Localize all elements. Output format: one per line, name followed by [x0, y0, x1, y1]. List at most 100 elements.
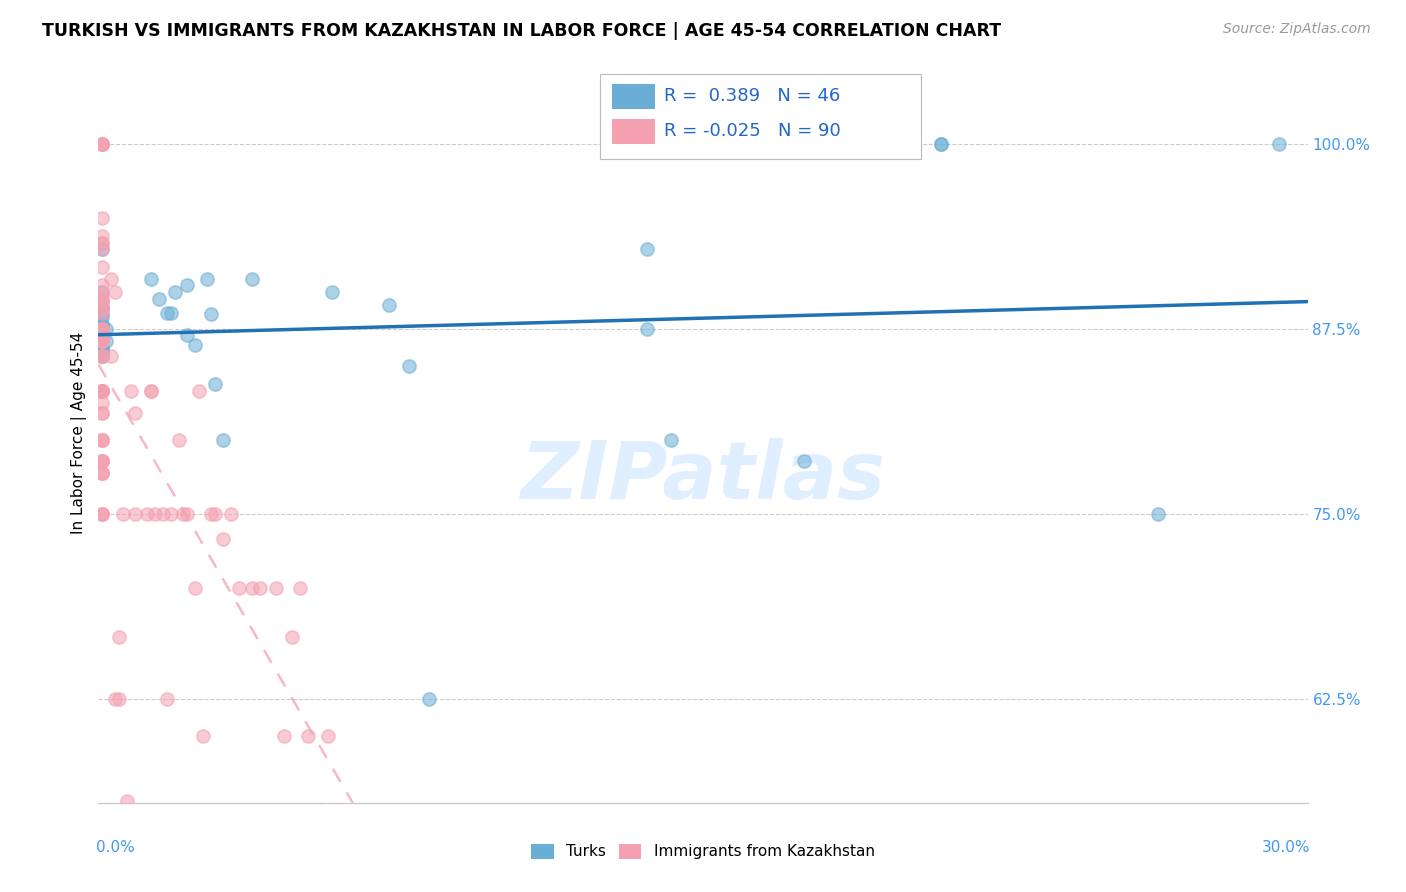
Text: ZIPatlas: ZIPatlas: [520, 438, 886, 516]
Point: [929, 136, 952, 151]
Point: [91, 306, 114, 320]
Point: [240, 581, 263, 595]
Point: [91, 327, 114, 342]
Point: [636, 322, 658, 336]
Point: [91, 454, 114, 468]
Point: [143, 507, 166, 521]
Point: [91, 322, 114, 336]
Point: [91, 454, 114, 468]
Point: [91, 433, 114, 447]
Point: [139, 384, 162, 399]
Point: [91, 334, 114, 348]
Point: [204, 507, 226, 521]
Point: [195, 271, 218, 285]
Point: [418, 692, 440, 706]
Point: [91, 307, 114, 321]
Point: [91, 396, 114, 410]
Point: [91, 318, 114, 332]
Point: [281, 630, 304, 644]
Point: [91, 433, 114, 447]
Point: [156, 306, 179, 320]
Point: [91, 301, 114, 316]
Point: [636, 242, 658, 256]
Point: [91, 136, 114, 151]
Point: [1147, 507, 1170, 521]
Point: [228, 581, 250, 595]
Point: [160, 306, 183, 320]
FancyBboxPatch shape: [600, 73, 921, 159]
Point: [160, 507, 183, 521]
Point: [91, 384, 114, 399]
Point: [124, 507, 146, 521]
Point: [167, 433, 190, 447]
Point: [193, 729, 215, 743]
Point: [212, 433, 235, 447]
Point: [91, 236, 114, 251]
Point: [659, 433, 682, 447]
Legend: Turks, Immigrants from Kazakhstan: Turks, Immigrants from Kazakhstan: [526, 838, 880, 865]
Point: [91, 260, 114, 274]
Point: [249, 581, 271, 595]
Point: [91, 136, 114, 151]
Point: [100, 349, 122, 363]
Point: [111, 507, 134, 521]
Point: [91, 344, 114, 359]
Point: [91, 211, 114, 225]
Point: [342, 877, 364, 891]
Point: [91, 384, 114, 399]
Point: [91, 295, 114, 310]
Point: [91, 344, 114, 359]
Point: [91, 334, 114, 348]
Point: [793, 454, 815, 468]
Point: [91, 454, 114, 468]
Point: [91, 293, 114, 307]
Point: [91, 301, 114, 316]
Y-axis label: In Labor Force | Age 45-54: In Labor Force | Age 45-54: [72, 332, 87, 533]
Point: [91, 349, 114, 363]
Point: [91, 384, 114, 399]
Point: [91, 322, 114, 336]
Point: [204, 376, 226, 391]
Point: [91, 136, 114, 151]
Point: [91, 242, 114, 256]
Text: R = -0.025   N = 90: R = -0.025 N = 90: [664, 121, 841, 139]
Text: Source: ZipAtlas.com: Source: ZipAtlas.com: [1223, 22, 1371, 37]
Point: [221, 507, 243, 521]
Point: [200, 307, 222, 321]
Point: [115, 794, 138, 808]
Point: [309, 803, 332, 817]
Point: [297, 729, 319, 743]
FancyBboxPatch shape: [613, 84, 655, 109]
Point: [91, 293, 114, 307]
Point: [96, 322, 118, 336]
Point: [91, 285, 114, 299]
Point: [91, 242, 114, 256]
Point: [172, 507, 194, 521]
Point: [91, 349, 114, 363]
Point: [91, 334, 114, 348]
Point: [152, 507, 174, 521]
Point: [398, 359, 420, 373]
Point: [91, 349, 114, 363]
Point: [240, 271, 263, 285]
Point: [139, 384, 162, 399]
Point: [107, 630, 129, 644]
Point: [156, 692, 179, 706]
Point: [96, 334, 118, 348]
Point: [91, 310, 114, 325]
Point: [103, 285, 125, 299]
Point: [91, 466, 114, 480]
Point: [91, 295, 114, 310]
Point: [91, 454, 114, 468]
Point: [91, 301, 114, 316]
Text: 0.0%: 0.0%: [96, 840, 135, 855]
Point: [273, 729, 295, 743]
Point: [377, 298, 399, 312]
Point: [91, 406, 114, 420]
Point: [929, 136, 952, 151]
Point: [107, 692, 129, 706]
Text: R =  0.389   N = 46: R = 0.389 N = 46: [664, 87, 841, 104]
Point: [176, 327, 198, 342]
Point: [176, 507, 198, 521]
Point: [91, 322, 114, 336]
